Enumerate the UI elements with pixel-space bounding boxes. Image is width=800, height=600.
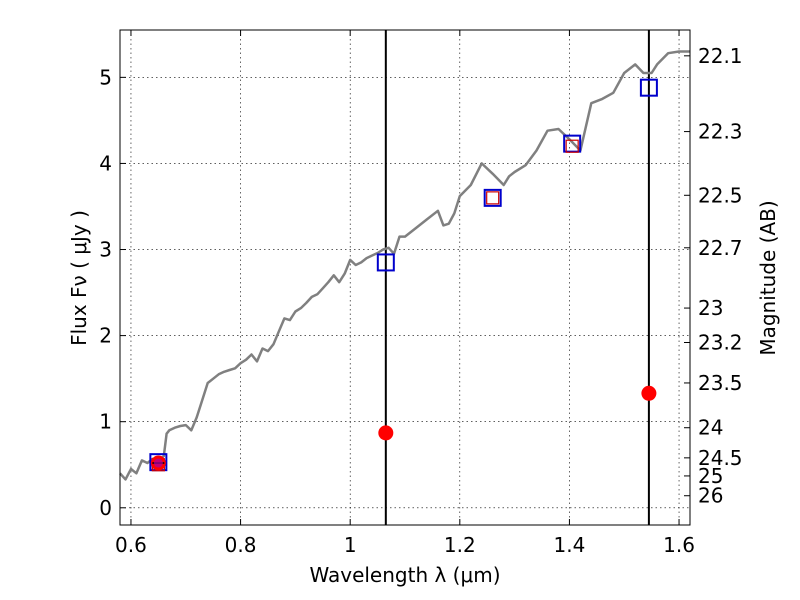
y2-tick-label: 22.3	[698, 120, 743, 144]
y2-tick-label: 22.1	[698, 44, 743, 68]
y2-tick-label: 26	[698, 484, 723, 508]
y2-tick-label: 23	[698, 296, 723, 320]
y2-tick-label: 22.5	[698, 183, 743, 207]
y2-tick-label: 24	[698, 416, 723, 440]
photometry-square	[639, 78, 658, 97]
x-axis-label: Wavelength λ (μm)	[309, 563, 500, 587]
photometry-square	[483, 188, 502, 207]
y2-tick-label: 22.7	[698, 236, 743, 260]
x-tick-label: 0.8	[225, 533, 257, 557]
series	[119, 50, 690, 481]
grid	[120, 30, 690, 525]
y2-tick-label: 24.5	[698, 446, 743, 470]
y-axis-label: Flux Fν ( μJy )	[67, 210, 91, 346]
y-tick-label: 3	[99, 238, 112, 262]
markers	[149, 78, 658, 472]
overlap-point	[153, 458, 163, 468]
y-tick-label: 0	[99, 496, 112, 520]
detection-point	[641, 385, 657, 401]
x-tick-label: 1	[344, 533, 357, 557]
model-square	[486, 191, 500, 205]
y2-tick-label: 25	[698, 464, 723, 488]
y-tick-label: 1	[99, 410, 112, 434]
y2-axis-label: Magnitude (AB)	[756, 200, 780, 355]
model-square	[565, 139, 579, 153]
y-tick-label: 2	[99, 324, 112, 348]
vertical-markers	[384, 30, 650, 525]
x-tick-label: 1.4	[554, 533, 586, 557]
x-tick-label: 1.2	[444, 533, 476, 557]
y2-tick-label: 23.5	[698, 371, 743, 395]
x-tick-label: 1.6	[663, 533, 695, 557]
y-tick-label: 4	[99, 151, 112, 175]
spectrum-line	[119, 50, 690, 481]
photometry-square	[376, 253, 395, 272]
detection-point	[378, 425, 394, 441]
plot-frame	[119, 29, 691, 526]
y2-tick-label: 23.2	[698, 330, 743, 354]
x-tick-label: 0.6	[115, 533, 147, 557]
y-tick-label: 5	[99, 65, 112, 89]
ticks: 0.6 0.8 1 1.2 1.4 1.601234522.122.322.522.723…	[99, 30, 743, 557]
